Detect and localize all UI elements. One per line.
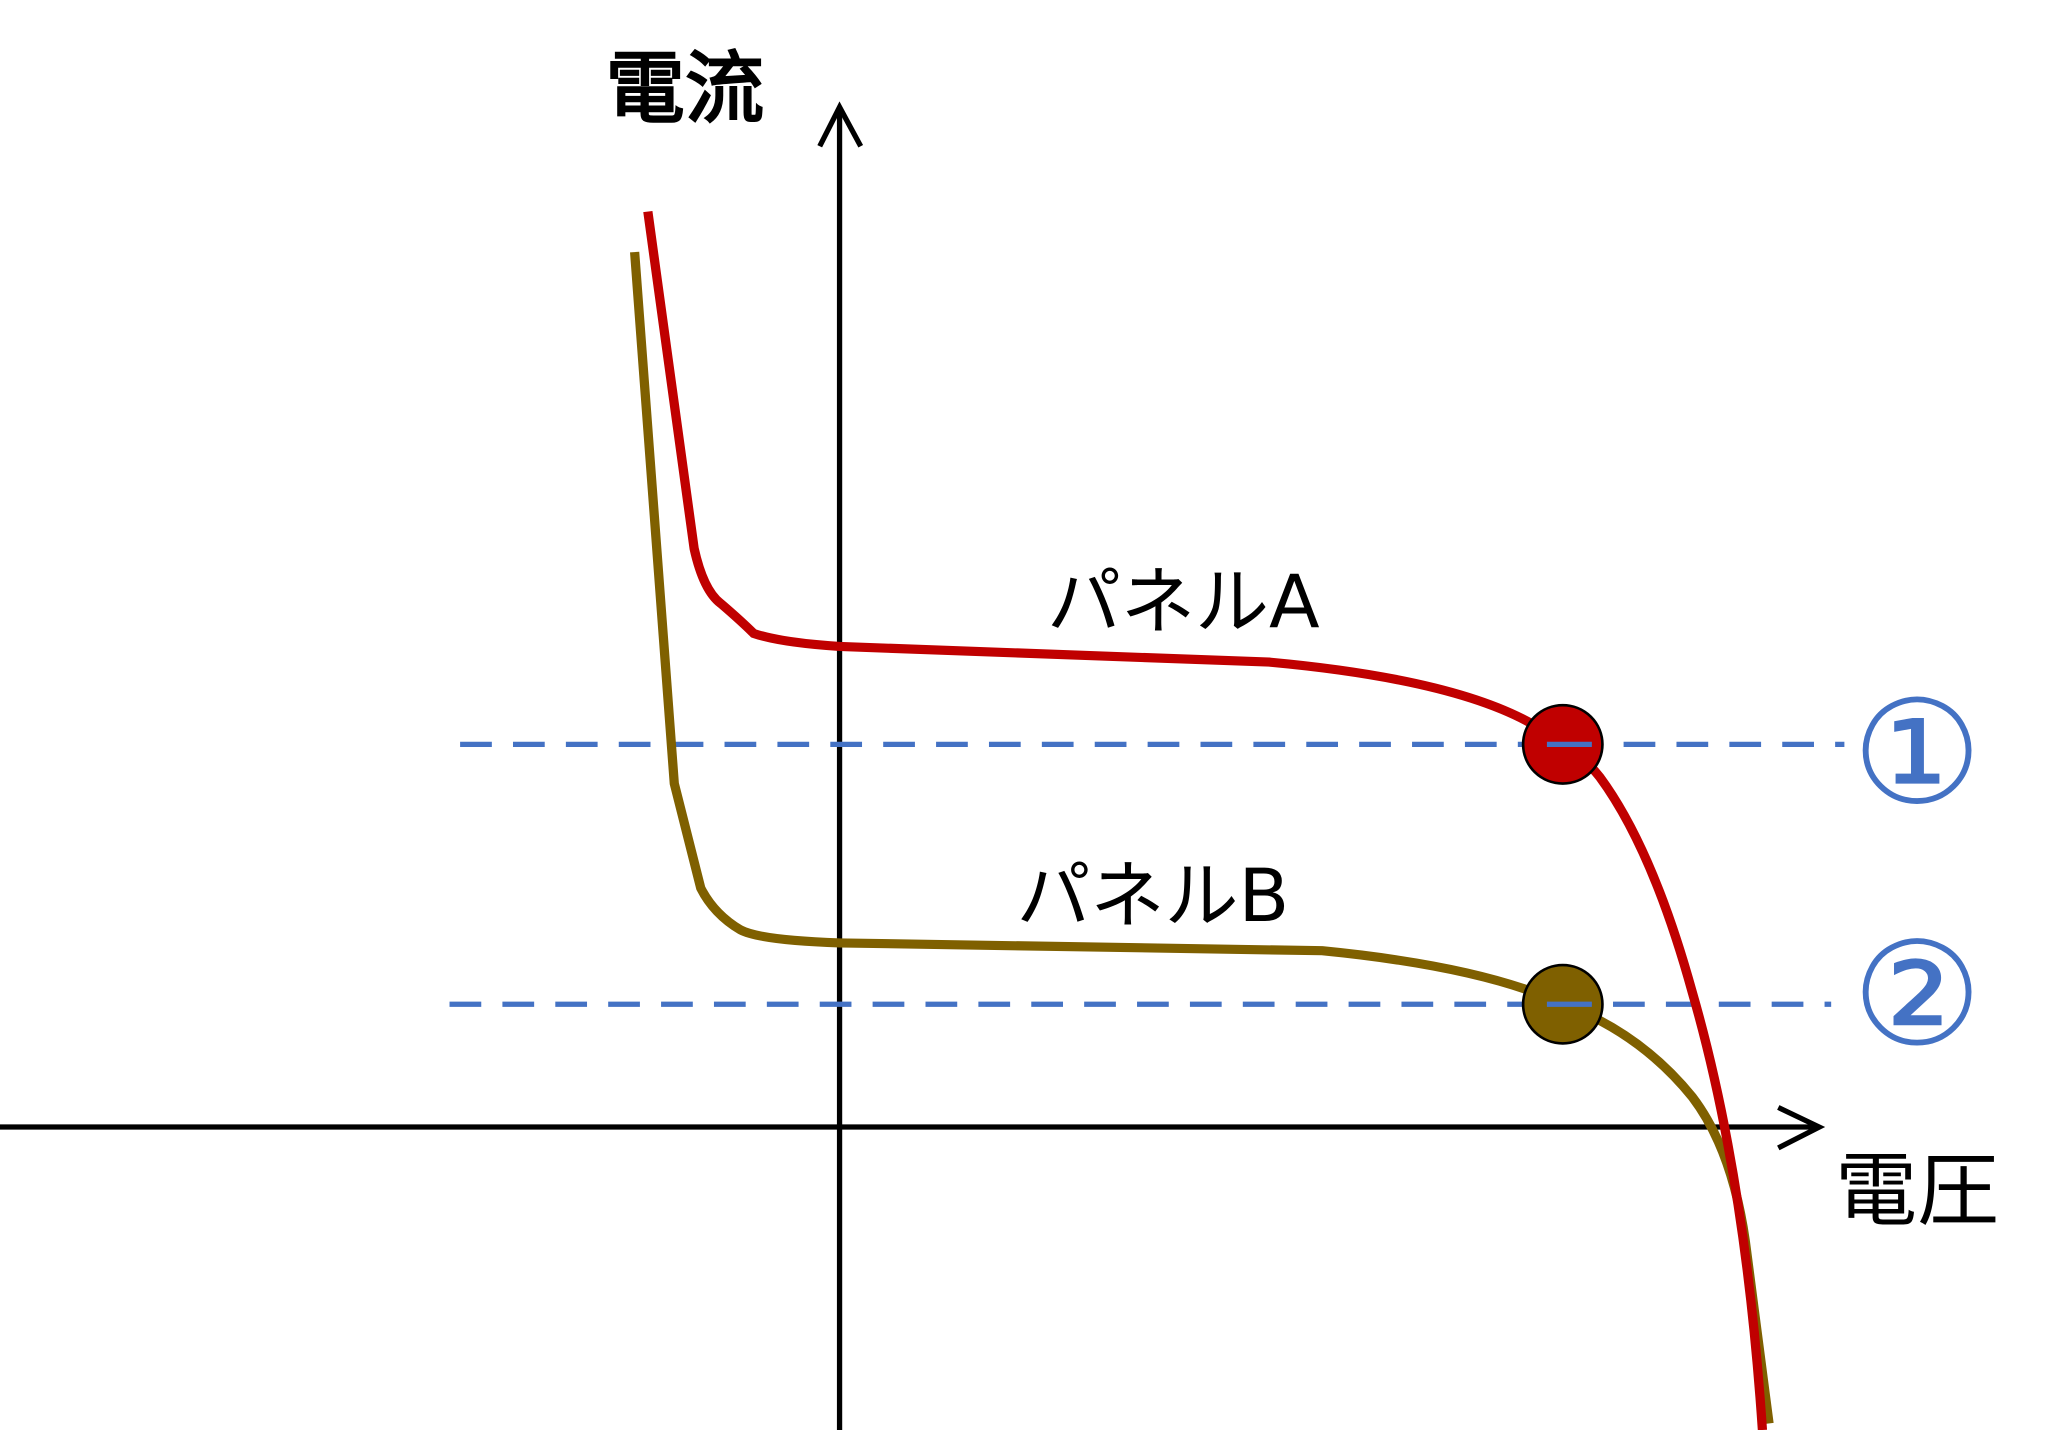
curve-b [630, 251, 1774, 1425]
x-axis-arrow [1777, 1105, 1826, 1151]
y-axis-label: 電流 [606, 43, 765, 134]
curve-a [643, 210, 1768, 1430]
curve-label: パネルB [1016, 854, 1289, 938]
curve-label: パネルA [1047, 561, 1320, 645]
marker-label: ② [1852, 912, 1982, 1079]
marker-label: ① [1852, 670, 1982, 837]
y-axis-arrow [817, 101, 864, 148]
x-axis-label: 電圧 [1835, 1144, 1999, 1238]
